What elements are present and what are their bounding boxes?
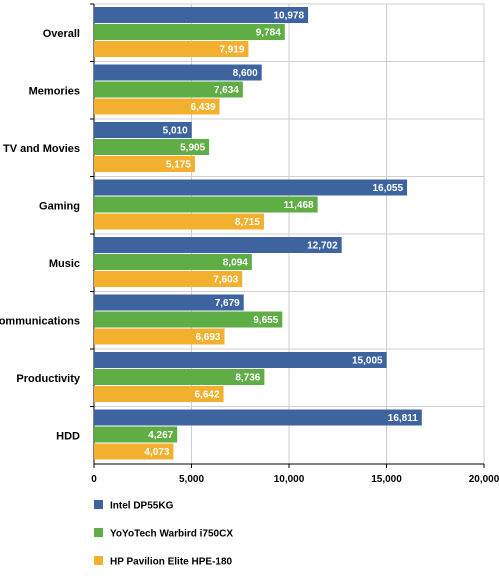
bar	[94, 352, 387, 368]
bar-value-label: 8,600	[233, 68, 258, 79]
bar-value-label: 9,784	[256, 28, 281, 39]
bar	[94, 41, 249, 57]
bar-value-label: 16,811	[388, 413, 418, 424]
legend-label: YoYoTech Warbird i750CX	[110, 529, 233, 540]
bar-value-label: 6,439	[191, 102, 216, 113]
category-label: Gaming	[39, 200, 80, 212]
bar-value-label: 4,267	[148, 430, 173, 441]
x-tick-label: 0	[91, 474, 97, 485]
legend-swatch	[94, 528, 103, 537]
bar	[94, 294, 244, 311]
category-label: Memories	[29, 85, 80, 97]
bar-value-label: 7,919	[219, 45, 244, 56]
legend-label: HP Pavilion Elite HPE-180	[110, 557, 233, 568]
bar	[94, 443, 174, 460]
bar	[94, 328, 225, 345]
bar	[94, 7, 309, 23]
bar-value-label: 15,005	[352, 356, 383, 367]
x-tick-label: 5,000	[179, 474, 204, 485]
bar	[94, 196, 318, 213]
bar-value-label: 10,978	[273, 11, 304, 22]
legend-swatch	[94, 500, 103, 509]
legend-swatch	[94, 556, 103, 565]
bar-value-label: 8,736	[235, 373, 260, 384]
bar	[94, 213, 264, 230]
category-label: Music	[49, 258, 80, 270]
category-label: HDD	[56, 430, 80, 442]
bar	[94, 386, 224, 402]
bar-value-label: 5,010	[163, 126, 188, 137]
category-label: TV and Movies	[3, 143, 80, 155]
bar-value-label: 7,634	[214, 85, 239, 96]
bar-value-label: 6,642	[194, 390, 219, 401]
bar-value-label: 5,175	[166, 160, 191, 171]
bar-value-label: 8,715	[235, 217, 260, 228]
bar	[94, 271, 243, 287]
bar-value-label: 5,905	[180, 143, 205, 154]
bar	[94, 254, 252, 270]
bar-value-label: 6,693	[195, 332, 220, 343]
bar-value-label: 12,702	[307, 241, 338, 252]
bar	[94, 426, 178, 443]
x-tick-label: 20,000	[469, 474, 499, 485]
bar	[94, 237, 342, 253]
bar-value-label: 7,679	[215, 298, 240, 309]
category-label: Productivity	[16, 373, 80, 385]
bar	[94, 81, 243, 98]
bar	[94, 24, 285, 40]
bar	[94, 311, 283, 328]
bar	[94, 156, 195, 172]
bar	[94, 122, 192, 138]
bar	[94, 64, 262, 81]
x-tick-label: 15,000	[371, 474, 402, 485]
bar	[94, 179, 408, 196]
category-label: Communications	[0, 315, 80, 327]
bar	[94, 139, 210, 155]
bar-value-label: 8,094	[223, 258, 248, 269]
x-tick-label: 10,000	[274, 474, 305, 485]
bar-value-label: 9,655	[253, 315, 278, 326]
bar-value-label: 7,603	[213, 275, 238, 286]
bar	[94, 409, 422, 426]
bar	[94, 98, 220, 115]
bar-value-label: 16,055	[372, 183, 403, 194]
bar-value-label: 4,073	[144, 447, 169, 458]
bar	[94, 369, 265, 385]
category-label: Overall	[43, 28, 80, 40]
legend-label: Intel DP55KG	[110, 501, 174, 512]
bar-value-label: 11,468	[284, 200, 314, 211]
